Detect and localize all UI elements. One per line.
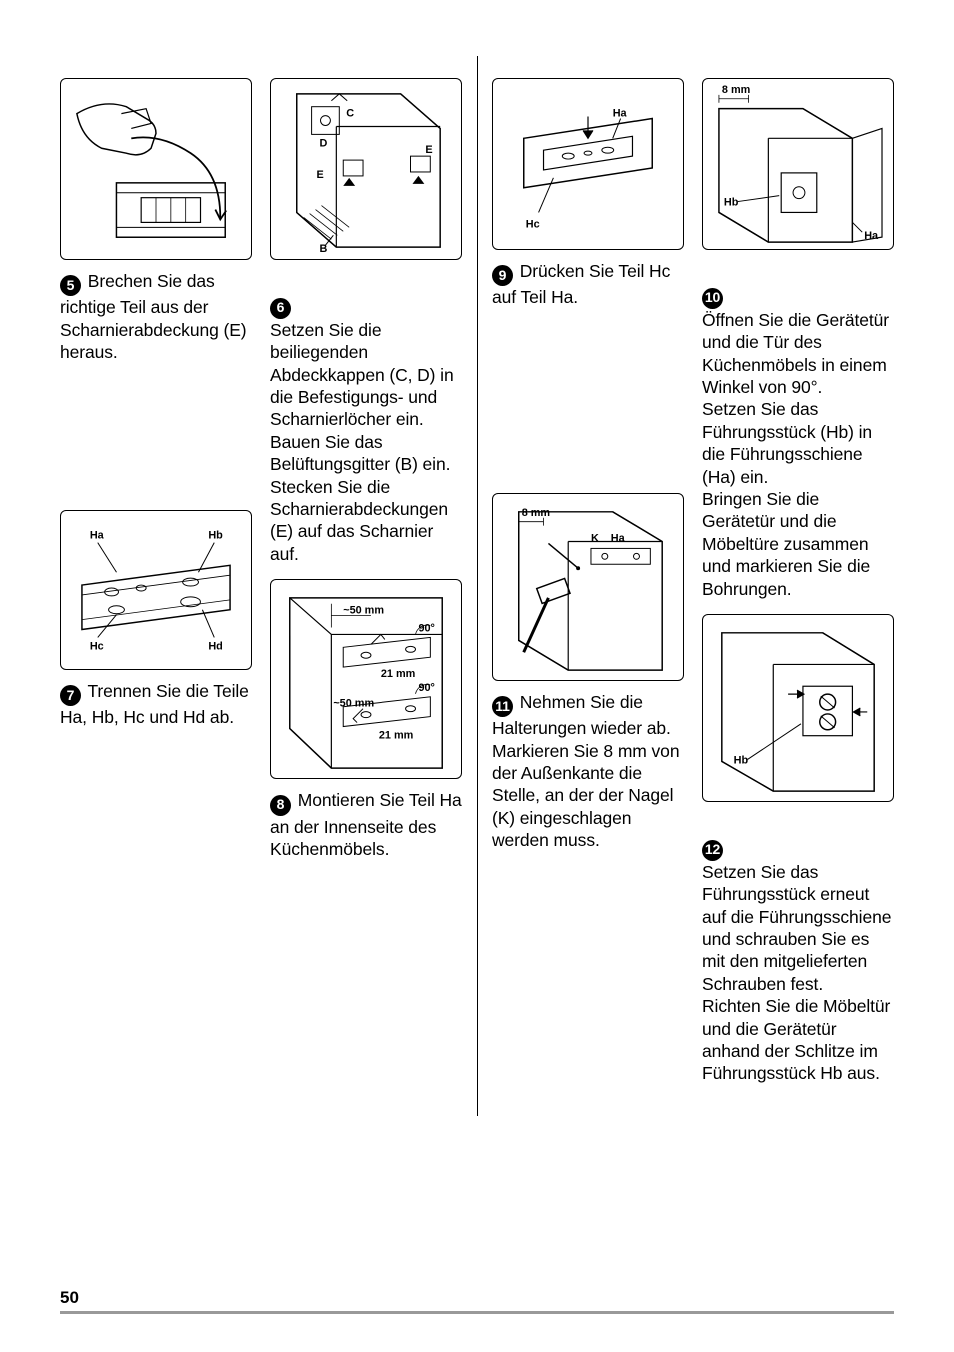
svg-text:Ha: Ha <box>613 108 628 120</box>
spacer <box>492 323 684 493</box>
step-6-text: 6 Setzen Sie die beiliegenden Abdeckkapp… <box>270 270 462 565</box>
svg-text:Hc: Hc <box>90 640 104 652</box>
svg-text:B: B <box>320 243 328 255</box>
step-9-badge: 9 <box>492 265 513 286</box>
figure-8: ~50 mm 90° 21 mm ~50 mm 90° 21 mm <box>270 579 462 779</box>
step-8: ~50 mm 90° 21 mm ~50 mm 90° 21 mm 8 Mont… <box>270 579 462 860</box>
step-8-text: 8 Montieren Sie Teil Ha an der Innenseit… <box>270 789 462 860</box>
svg-text:8 mm: 8 mm <box>522 507 550 519</box>
svg-text:Hd: Hd <box>208 640 222 652</box>
step-11-body: Nehmen Sie die Halterungen wieder ab. Ma… <box>492 692 679 850</box>
svg-text:8 mm: 8 mm <box>722 84 750 96</box>
svg-text:Ha: Ha <box>611 532 626 544</box>
page-number: 50 <box>60 1288 79 1308</box>
step-12-badge: 12 <box>702 840 723 861</box>
step-5-text: 5 Brechen Sie das richtige Teil aus der … <box>60 270 252 364</box>
svg-text:Ha: Ha <box>864 230 879 242</box>
figure-7: Ha Hb Hc Hd <box>60 510 252 670</box>
svg-text:~50 mm: ~50 mm <box>333 698 374 710</box>
step-7-text: 7 Trennen Sie die Teile Ha, Hb, Hc und H… <box>60 680 252 729</box>
step-9-body: Drücken Sie Teil Hc auf Teil Ha. <box>492 261 670 307</box>
step-5: 5 Brechen Sie das richtige Teil aus der … <box>60 78 252 364</box>
col-4: 8 mm Hb Ha 10 Öffnen Sie die Gerätetür u… <box>702 78 894 1302</box>
step-7: Ha Hb Hc Hd <box>60 510 252 729</box>
svg-text:Hb: Hb <box>208 529 223 541</box>
step-10-text: 10 Öffnen Sie die Gerätetür und die Tür … <box>702 260 894 600</box>
right-half: Ha Hc 9 Drücken Sie Teil Hc auf Teil Ha. <box>492 78 894 1302</box>
column-divider <box>477 56 478 1116</box>
svg-text:Ha: Ha <box>90 529 105 541</box>
figure-5 <box>60 78 252 260</box>
svg-text:C: C <box>346 108 354 120</box>
step-9-text: 9 Drücken Sie Teil Hc auf Teil Ha. <box>492 260 684 309</box>
footer-rule <box>60 1311 894 1314</box>
svg-text:E: E <box>317 169 324 181</box>
step-5-badge: 5 <box>60 275 81 296</box>
svg-text:~50 mm: ~50 mm <box>343 605 384 617</box>
step-10: 8 mm Hb Ha 10 Öffnen Sie die Gerätetür u… <box>702 78 894 600</box>
col-1: 5 Brechen Sie das richtige Teil aus der … <box>60 78 252 1302</box>
step-9: Ha Hc 9 Drücken Sie Teil Hc auf Teil Ha. <box>492 78 684 309</box>
svg-text:D: D <box>320 137 328 149</box>
step-12-text: 12 Setzen Sie das Führungsstück erneut a… <box>702 812 894 1085</box>
svg-text:Hb: Hb <box>724 197 739 209</box>
step-11-badge: 11 <box>492 696 513 717</box>
svg-text:21 mm: 21 mm <box>379 730 413 742</box>
svg-text:90°: 90° <box>418 682 434 694</box>
step-12-body: Setzen Sie das Führungsstück erneut auf … <box>702 862 891 1084</box>
step-6: C D E E B 6 Setzen Sie die beiliegenden … <box>270 78 462 565</box>
step-10-body: Öffnen Sie die Gerätetür und die Tür des… <box>702 310 889 599</box>
step-7-badge: 7 <box>60 685 81 706</box>
col-2: C D E E B 6 Setzen Sie die beiliegenden … <box>270 78 462 1302</box>
step-8-badge: 8 <box>270 795 291 816</box>
step-10-badge: 10 <box>702 288 723 309</box>
step-8-body: Montieren Sie Teil Ha an der Innenseite … <box>270 790 462 859</box>
col-3: Ha Hc 9 Drücken Sie Teil Hc auf Teil Ha. <box>492 78 684 1302</box>
step-5-body: Brechen Sie das richtige Teil aus der Sc… <box>60 271 247 362</box>
step-11-text: 11 Nehmen Sie die Halterungen wieder ab.… <box>492 691 684 852</box>
svg-text:Hc: Hc <box>526 218 540 230</box>
spacer <box>60 378 252 510</box>
svg-text:90°: 90° <box>418 623 434 635</box>
page: 5 Brechen Sie das richtige Teil aus der … <box>60 78 894 1302</box>
figure-9: Ha Hc <box>492 78 684 250</box>
step-7-body: Trennen Sie die Teile Ha, Hb, Hc und Hd … <box>60 681 249 727</box>
step-6-body: Setzen Sie die beiliegenden Abdeckkappen… <box>270 320 454 564</box>
left-half: 5 Brechen Sie das richtige Teil aus der … <box>60 78 462 1302</box>
figure-10: 8 mm Hb Ha <box>702 78 894 250</box>
step-12: Hb 12 Setzen Sie das Führungsstück erneu… <box>702 614 894 1085</box>
figure-12: Hb <box>702 614 894 802</box>
figure-6: C D E E B <box>270 78 462 260</box>
svg-text:K: K <box>591 532 599 544</box>
step-11: 8 mm K Ha <box>492 493 684 852</box>
figure-11: 8 mm K Ha <box>492 493 684 681</box>
svg-text:E: E <box>425 144 432 156</box>
svg-text:21 mm: 21 mm <box>381 668 415 680</box>
step-6-badge: 6 <box>270 298 291 319</box>
svg-text:Hb: Hb <box>734 754 749 766</box>
